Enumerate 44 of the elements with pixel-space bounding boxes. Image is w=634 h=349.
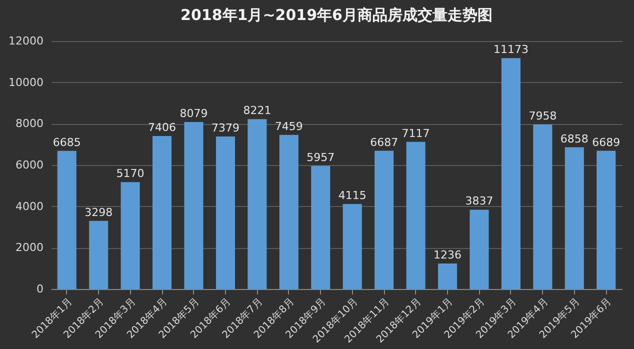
bar [120,182,140,289]
data-label: 7958 [528,110,557,123]
bar [501,58,520,289]
bar [279,134,298,289]
data-label: 7117 [402,126,430,140]
bar [311,166,330,289]
data-label: 6687 [370,136,398,149]
bar [248,119,267,289]
data-label: 4115 [338,188,366,202]
bar [89,220,108,289]
data-label: 6685 [52,136,81,149]
data-label: 5957 [306,150,335,164]
data-label: 6858 [560,132,588,146]
bar [216,136,235,289]
chart-title: 2018年1月~2019年6月商品房成交量走势图 [180,6,492,24]
data-label: 8221 [243,104,272,118]
y-tick-label: 4000 [16,200,44,213]
data-label: 7379 [211,122,240,134]
y-tick-label: 6000 [16,158,44,172]
y-tick-label: 8000 [16,117,44,130]
bar [406,142,426,289]
data-label: 8079 [180,107,208,120]
bar [596,150,616,289]
bar [184,122,204,289]
data-label: 1236 [434,248,462,262]
bar [152,136,172,289]
y-tick-label: 12000 [8,34,44,48]
bar [470,210,489,289]
data-label: 11173 [493,43,528,56]
bar [57,150,76,289]
y-tick-label: 0 [36,282,44,296]
y-tick-label: 10000 [8,76,44,89]
data-label: 7406 [148,120,176,134]
bar [374,150,394,289]
bar [438,263,458,289]
data-label: 6689 [592,136,620,149]
data-label: 5170 [116,167,144,180]
bar [342,204,362,289]
bar [533,124,552,289]
data-label: 7459 [274,120,303,133]
y-tick-label: 2000 [16,241,44,254]
bar [564,147,584,289]
data-label: 3298 [84,206,113,219]
data-label: 3837 [465,194,494,208]
